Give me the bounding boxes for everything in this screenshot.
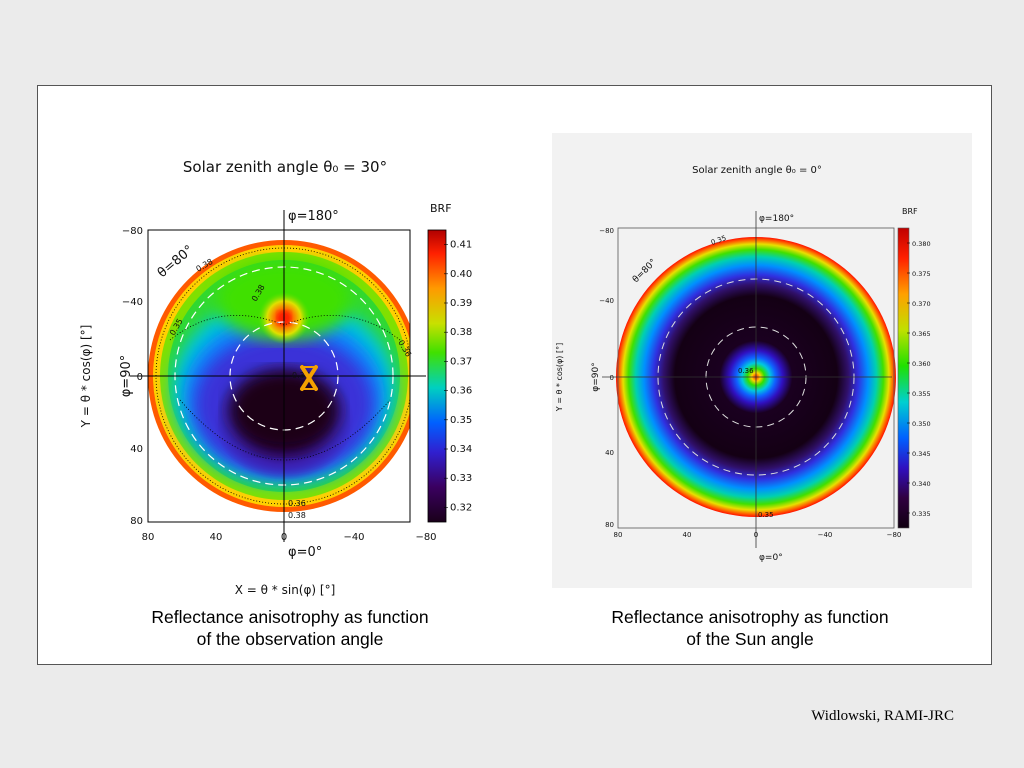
colorbar-tick-label: 0.33 [450, 473, 472, 484]
colorbar-ticks: 0.41 0.40 0.39 0.38 0.37 0.36 0.35 0.34 0.33 0.32 [444, 240, 472, 513]
x-ticks: 80 40 0 −40 −80 [614, 531, 902, 539]
sun-marker [300, 365, 318, 391]
svg-text:−40: −40 [599, 297, 614, 305]
caption-left-line2: of the observation angle [196, 629, 384, 649]
colorbar-tick-label: 0.370 [912, 300, 931, 308]
y-ticks: −80 −40 0 40 80 [599, 227, 614, 529]
chart-title: Solar zenith angle θ₀ = 30° [183, 158, 387, 176]
phi-bottom-label: φ=0° [288, 545, 322, 560]
crosshair [130, 210, 426, 542]
colorbar-tick-label: 0.35 [450, 415, 472, 426]
phi-left-label: φ=90° [591, 362, 601, 391]
svg-text:−80: −80 [415, 532, 436, 543]
colorbar-tick-label: 0.345 [912, 450, 931, 458]
caption-left-line1: Reflectance anisotrophy as function [151, 607, 429, 627]
svg-text:80: 80 [605, 521, 614, 529]
plot-frame [617, 227, 895, 529]
phi-left-label: φ=90° [119, 355, 134, 398]
colorbar-tick-label: 0.36 [450, 386, 472, 397]
caption-right-line2: of the Sun angle [686, 629, 814, 649]
theta-label: θ=80° [155, 243, 197, 281]
y-ticks: −80 −40 0 40 80 [122, 226, 143, 527]
svg-text:−40: −40 [343, 532, 364, 543]
colorbar-tick-label: 0.375 [912, 270, 931, 278]
svg-text:0.38: 0.38 [288, 511, 306, 520]
colorbar-tick-label: 0.37 [450, 356, 472, 367]
svg-text:0.35: 0.35 [758, 511, 774, 519]
caption-right: Reflectance anisotrophy as function of t… [560, 606, 940, 650]
colorbar-tick-label: 0.365 [912, 330, 931, 338]
svg-text:40: 40 [683, 531, 692, 539]
svg-text:80: 80 [614, 531, 623, 539]
colorbar-tick-label: 0.380 [912, 240, 931, 248]
colorbar-tick-label: 0.355 [912, 390, 931, 398]
x-ticks: 80 40 0 −40 −80 [142, 532, 437, 543]
svg-text:0.36: 0.36 [288, 499, 306, 508]
svg-text:−80: −80 [599, 227, 614, 235]
chart-observation-angle: Solar zenith angle θ₀ = 30° 0.38 0.38 0.… [79, 158, 472, 597]
phi-top-label: φ=180° [288, 209, 339, 224]
colorbar [427, 229, 447, 523]
svg-text:0.36: 0.36 [292, 371, 310, 380]
crosshair [602, 211, 892, 548]
colorbar-tick-label: 0.350 [912, 420, 931, 428]
x-axis-label: X = θ * sin(φ) [°] [235, 583, 336, 597]
caption-right-line1: Reflectance anisotrophy as function [611, 607, 889, 627]
svg-text:0: 0 [137, 372, 143, 383]
colorbar-tick-label: 0.335 [912, 510, 931, 518]
colorbar-tick-label: 0.40 [450, 269, 472, 280]
svg-text:80: 80 [142, 532, 155, 543]
colorbar-tick-label: 0.41 [450, 240, 472, 251]
colorbar-label: BRF [430, 202, 452, 215]
svg-text:0.36: 0.36 [738, 367, 754, 375]
svg-text:0: 0 [281, 532, 287, 543]
colorbar-tick-label: 0.39 [450, 298, 472, 309]
colorbar-tick-label: 0.38 [450, 327, 472, 338]
phi-bottom-label: φ=0° [759, 553, 783, 563]
y-axis-label: Y = θ * cos(φ) [°] [79, 325, 93, 429]
svg-text:0: 0 [754, 531, 758, 539]
svg-text:−40: −40 [122, 297, 143, 308]
author-credit: Widlowski, RAMI-JRC [811, 708, 954, 724]
colorbar-tick-label: 0.340 [912, 480, 931, 488]
phi-top-label: φ=180° [759, 214, 794, 224]
y-axis-label: Y = θ * cos(φ) [°] [555, 343, 564, 412]
chart-title: Solar zenith angle θ₀ = 0° [692, 165, 822, 176]
svg-text:40: 40 [210, 532, 223, 543]
svg-text:−40: −40 [818, 531, 833, 539]
colorbar-tick-label: 0.360 [912, 360, 931, 368]
chart-sun-angle: Solar zenith angle θ₀ = 0° 0.35 0.36 0.3… [552, 133, 972, 588]
colorbar-label: BRF [902, 207, 918, 216]
colorbar-tick-label: 0.34 [450, 444, 472, 455]
svg-text:−80: −80 [122, 226, 143, 237]
caption-left: Reflectance anisotrophy as function of t… [100, 606, 480, 650]
svg-text:0: 0 [610, 374, 614, 382]
plot-frame [147, 229, 411, 523]
svg-text:40: 40 [130, 444, 143, 455]
svg-text:80: 80 [130, 516, 143, 527]
colorbar [897, 227, 910, 529]
svg-text:−80: −80 [887, 531, 902, 539]
colorbar-ticks: 0.380 0.375 0.370 0.365 0.360 0.355 0.350 0.345… [907, 240, 931, 518]
svg-text:40: 40 [605, 449, 614, 457]
colorbar-tick-label: 0.32 [450, 502, 472, 513]
